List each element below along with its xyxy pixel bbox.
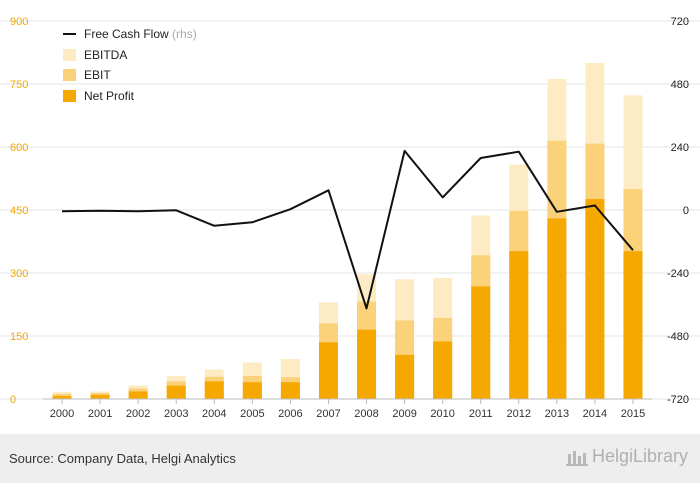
- x-tick-label: 2014: [583, 408, 607, 420]
- bar-net-profit: [585, 199, 605, 399]
- brand-name: HelgiLibrary: [591, 446, 688, 466]
- left-tick-label: 150: [10, 331, 28, 343]
- x-tick-label: 2013: [545, 408, 569, 420]
- left-tick-label: 300: [10, 268, 28, 280]
- x-tick-label: 2004: [202, 408, 226, 420]
- left-tick-label: 900: [10, 16, 28, 28]
- x-tick-label: 2000: [50, 408, 74, 420]
- source-note: Source: Company Data, Helgi Analytics: [9, 451, 236, 466]
- bar-net-profit: [242, 382, 262, 399]
- left-tick-label: 0: [10, 394, 16, 406]
- x-tick-label: 2003: [164, 408, 188, 420]
- legend-fcf: Free Cash Flow (rhs): [63, 27, 197, 41]
- right-tick-label: 240: [671, 142, 689, 154]
- legend-label: Free Cash Flow (rhs): [84, 27, 197, 41]
- bar-net-profit: [395, 354, 415, 399]
- right-tick-label: 720: [671, 16, 689, 28]
- fcf-line: [61, 149, 634, 310]
- fcf-line-layer: [61, 149, 634, 310]
- x-tick-label: 2005: [240, 408, 264, 420]
- legend-ebitda: EBITDA: [63, 48, 127, 62]
- legend-note: (rhs): [169, 27, 197, 41]
- right-tick-label: 480: [671, 79, 689, 91]
- bar-net-profit: [166, 385, 186, 399]
- right-tick-label: -720: [667, 394, 689, 406]
- right-tick-label: -480: [667, 331, 689, 343]
- x-tick-label: 2012: [507, 408, 531, 420]
- bar-net-profit: [280, 382, 300, 399]
- legend-label: Net Profit: [84, 89, 135, 103]
- x-tick-label: 2006: [278, 408, 302, 420]
- legend-label: EBITDA: [84, 48, 127, 62]
- x-tick-label: 2007: [316, 408, 340, 420]
- x-tick-label: 2008: [354, 408, 378, 420]
- brand-logo: HelgiLibrary: [565, 446, 688, 467]
- bar-net-profit: [318, 342, 338, 399]
- bar-net-profit: [547, 218, 567, 399]
- legend-swatch: [63, 90, 76, 102]
- legend-swatch: [63, 49, 76, 61]
- bar-net-profit: [204, 381, 224, 399]
- left-tick-label: 450: [10, 205, 28, 217]
- legend-swatch: [63, 69, 76, 81]
- legend-ebit: EBIT: [63, 68, 111, 82]
- x-tick-label: 2015: [621, 408, 645, 420]
- left-tick-label: 750: [10, 79, 28, 91]
- axes: 0 150 300 450 600 750 900 -720 -480 -240 0 240 480 72…: [10, 16, 689, 420]
- legend-label: EBIT: [84, 68, 111, 82]
- x-tick-label: 2011: [469, 408, 493, 420]
- bar-net-profit: [90, 394, 110, 399]
- library-icon: [565, 450, 588, 466]
- bar-net-profit: [433, 341, 453, 399]
- bar-net-profit: [357, 329, 377, 399]
- gridlines: [0, 20, 700, 400]
- x-tick-label: 2002: [126, 408, 150, 420]
- x-tick-label: 2009: [392, 408, 416, 420]
- x-tick-label: 2010: [430, 408, 454, 420]
- right-tick-label: 0: [683, 205, 689, 217]
- right-tick-label: -240: [667, 268, 689, 280]
- bar-net-profit: [471, 286, 491, 399]
- bars: [52, 63, 643, 400]
- left-tick-label: 600: [10, 142, 28, 154]
- bar-net-profit: [52, 396, 72, 399]
- bar-net-profit: [128, 391, 148, 399]
- legend: Free Cash Flow (rhs) EBITDA EBIT Net Profit: [63, 27, 197, 103]
- bar-net-profit: [509, 251, 529, 399]
- x-tick-label: 2001: [88, 408, 112, 420]
- combo-chart: 0 150 300 450 600 750 900 -720 -480 -240 0 240 480 72…: [0, 16, 700, 420]
- bar-net-profit: [623, 251, 643, 399]
- legend-net-profit: Net Profit: [63, 89, 135, 103]
